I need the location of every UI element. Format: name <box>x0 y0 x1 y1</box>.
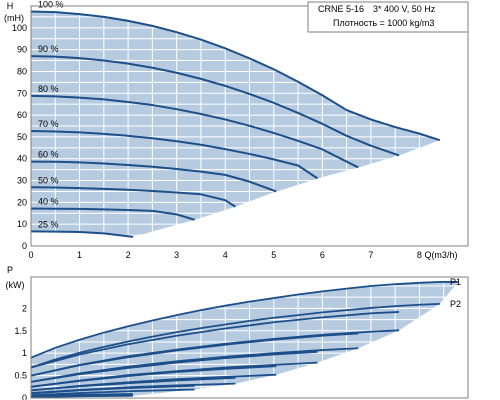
x-tick-0: 0 <box>28 250 33 260</box>
power-curve-p2-100-pct <box>30 302 440 369</box>
head-y-tick-30: 30 <box>17 176 27 186</box>
head-y-tick-20: 20 <box>17 197 27 207</box>
speed-label-50-pct: 50 % <box>38 175 59 185</box>
x-tick-3: 3 <box>174 250 179 260</box>
head-y-tick-40: 40 <box>17 154 27 164</box>
fluid-density: Плотность = 1000 kg/m3 <box>333 18 434 28</box>
head-y-tick-50: 50 <box>17 132 27 142</box>
head-y-tick-100: 100 <box>12 23 27 33</box>
head-chart: 100 %90 %80 %70 %60 %50 %40 %25 % 010203… <box>4 0 469 260</box>
head-speed-labels: 100 % 90 % 80 % 70 % 60 % 50 % 40 % 25 % <box>38 0 64 229</box>
head-curve-40-pct <box>30 207 195 221</box>
head-curve-70-pct <box>30 130 319 180</box>
head-curve-25-pct <box>30 230 134 238</box>
power-curve-p1-90-pct <box>30 311 400 369</box>
head-curve-100-pct <box>30 10 441 142</box>
head-y-axis-label: H <box>7 1 14 11</box>
head-y-tick-10: 10 <box>17 219 27 229</box>
x-tick-5: 5 <box>271 250 276 260</box>
info-box-frame <box>307 1 469 33</box>
head-x-tick-labels: 0 1 2 3 4 5 6 7 8 <box>28 250 421 260</box>
p1-series-label: P1 <box>450 277 461 287</box>
p2-series-label: P2 <box>450 299 461 309</box>
power-operating-band <box>31 281 459 398</box>
power-y-axis-label: P <box>7 265 13 275</box>
head-y-tick-60: 60 <box>17 110 27 120</box>
power-curve-p1-25-pct <box>30 393 133 398</box>
power-curve-p2-25-pct <box>30 394 133 399</box>
pump-model: CRNE 5-16 <box>318 4 364 14</box>
info-box: CRNE 5-16 3* 400 V, 50 Hz Плотность = 10… <box>307 1 469 33</box>
power-y-tick-0-5: 0.5 <box>14 371 27 381</box>
speed-label-70-pct: 70 % <box>38 119 59 129</box>
head-y-tick-70: 70 <box>17 88 27 98</box>
head-y-tick-labels: 0 10 20 30 40 50 60 70 80 90 100 <box>12 23 27 251</box>
head-curves <box>30 10 441 238</box>
power-y-tick-labels: 0 0.5 1 1.5 2 <box>14 303 27 400</box>
power-curve-p2-40-pct <box>30 388 195 397</box>
head-curve-90-pct <box>30 55 400 157</box>
head-plot-frame <box>30 5 469 247</box>
power-curve-p1-80-pct <box>30 332 359 377</box>
power-curve-p1-40-pct <box>30 385 195 395</box>
power-curve-p1-100-pct <box>30 281 459 359</box>
power-y-tick-2: 2 <box>22 303 27 313</box>
power-supply: 3* 400 V, 50 Hz <box>373 4 436 14</box>
head-curve-50-pct <box>30 186 236 208</box>
head-y-axis-unit: (mH) <box>4 13 24 23</box>
power-curve-p2-80-pct <box>30 347 359 383</box>
speed-label-90-pct: 90 % <box>38 44 59 54</box>
power-y-tick-0: 0 <box>22 393 27 400</box>
power-curve-p1-60-pct <box>30 365 277 388</box>
head-y-tick-80: 80 <box>17 66 27 76</box>
x-tick-8: 8 <box>417 250 422 260</box>
power-y-tick-1: 1 <box>22 348 27 358</box>
power-curve-p1-50-pct <box>30 376 236 392</box>
speed-label-100-pct: 100 % <box>38 0 64 9</box>
speed-label-60-pct: 60 % <box>38 150 59 160</box>
head-y-tick-0: 0 <box>22 241 27 251</box>
x-tick-1: 1 <box>77 250 82 260</box>
power-y-tick-1-5: 1.5 <box>14 326 27 336</box>
power-curve-p1-70-pct <box>30 350 318 383</box>
power-curves <box>30 281 459 399</box>
x-tick-4: 4 <box>223 250 228 260</box>
x-tick-7: 7 <box>368 250 373 260</box>
power-y-axis-unit: (kW) <box>6 280 25 290</box>
head-curve-60-pct <box>30 160 277 193</box>
x-tick-6: 6 <box>320 250 325 260</box>
speed-label-25-pct: 25 % <box>38 219 59 229</box>
power-chart: 0 0.5 1 1.5 2 P (kW) P1 P2 <box>6 265 469 400</box>
speed-label-40-pct: 40 % <box>38 196 59 206</box>
x-tick-2: 2 <box>126 250 131 260</box>
power-plot-frame <box>30 276 469 399</box>
flow-x-axis-label: Q(m3/h) <box>424 250 457 260</box>
head-y-tick-90: 90 <box>17 45 27 55</box>
speed-label-80-pct: 80 % <box>38 84 59 94</box>
head-curve-80-pct <box>30 94 359 169</box>
